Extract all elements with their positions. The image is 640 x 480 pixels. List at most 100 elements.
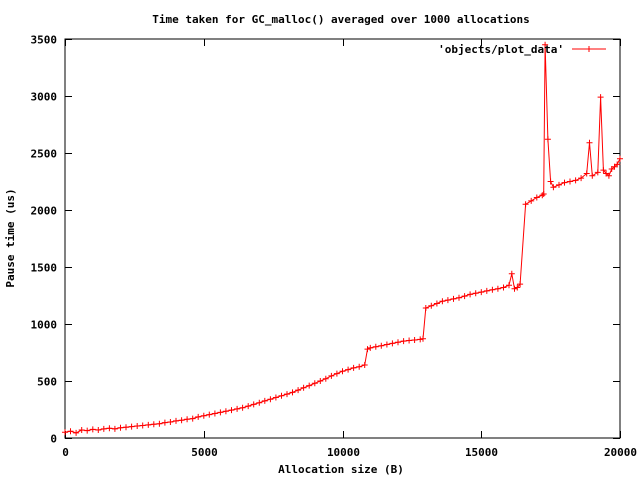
data-point [461,293,468,300]
data-point [167,419,174,425]
legend-marker [586,46,592,52]
data-point [395,339,401,346]
data-point [89,426,96,433]
y-tick-label: 3500 [31,34,58,47]
data-point [278,392,285,399]
data-point [597,94,604,101]
plot-frame [64,38,621,439]
data-point [422,305,429,311]
data-point [433,300,440,307]
data-point [245,403,252,410]
data-point [383,341,390,348]
data-point [572,177,579,184]
data-point [156,420,163,427]
data-point [300,384,307,391]
y-tick-label: 3000 [31,91,58,104]
data-point [367,344,374,351]
data-point [345,366,352,373]
data-point [400,338,407,345]
data-point [84,427,91,434]
data-point [508,270,515,277]
data-point [356,363,363,370]
data-point [173,417,179,424]
data-point [195,413,202,420]
data-point [578,175,585,182]
data-point [339,368,346,375]
data-point [489,286,496,293]
data-point [583,170,590,177]
data-point [472,290,479,297]
data-point [478,289,485,296]
data-point [284,391,290,398]
data-point [139,422,146,429]
data-point [511,285,518,292]
data-point [594,169,601,176]
series-line [64,44,621,434]
data-point [514,284,521,291]
data-point [150,421,157,428]
data-point [350,364,357,371]
data-point [106,425,113,432]
legend: 'objects/plot_data' [438,43,606,56]
data-point [617,155,623,162]
y-tick-label: 2000 [31,205,58,218]
x-axis: 0 5000 10000 15000 20000 [62,39,637,459]
x-tick-label: 15000 [465,446,498,459]
data-point [506,282,512,289]
data-point [533,194,540,201]
y-tick-label: 1500 [31,262,58,275]
y-tick-label: 1000 [31,319,58,332]
data-point [250,401,257,408]
data-point [550,184,557,191]
data-point [467,291,474,298]
data-point [428,302,435,309]
data-point [322,375,329,382]
data-point [78,427,85,433]
data-point [500,284,507,291]
data-point [178,417,185,424]
data-point [547,178,554,185]
data-point [211,410,218,417]
y-axis: 0 500 1000 1500 2000 2500 3000 3500 [31,34,620,446]
data-point [123,424,129,431]
data-point [161,419,168,426]
data-point [540,191,547,197]
x-tick-label: 5000 [191,446,218,459]
data-point [556,181,562,188]
data-point [528,197,535,204]
data-point [117,424,124,431]
data-point [389,340,396,347]
data-point [295,387,302,394]
data-point [444,297,451,304]
x-tick-label: 0 [62,446,69,459]
data-point [206,411,213,418]
data-point [134,423,141,429]
data-point [328,372,335,379]
data-point [561,179,568,186]
data-point [483,287,490,294]
data-point [417,336,424,343]
data-point [311,380,318,387]
data-point [420,335,426,342]
data-point [614,161,621,168]
data-point [539,192,546,199]
data-point [189,415,196,422]
data-point [317,378,324,384]
data-point [200,412,207,419]
data-point [567,178,573,185]
data-point [289,389,296,396]
data-point [364,346,371,353]
data-point [494,285,501,292]
chart-title: Time taken for GC_malloc() averaged over… [152,13,530,26]
data-point [542,41,549,48]
data-point [267,396,274,403]
data-point [517,281,524,288]
data-point [586,139,593,146]
data-point [450,295,457,302]
x-tick-label: 10000 [327,446,360,459]
data-point [234,405,241,412]
y-tick-label: 2500 [31,148,58,161]
data-point [378,342,385,349]
data-point [411,337,418,343]
y-axis-label: Pause time (us) [4,188,17,287]
